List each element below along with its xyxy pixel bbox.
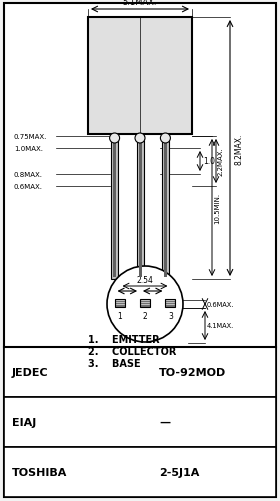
Text: TOSHIBA: TOSHIBA (12, 467, 67, 477)
Text: 2.54: 2.54 (137, 276, 153, 285)
Text: 0.8MAX.: 0.8MAX. (14, 172, 43, 178)
Text: 1: 1 (117, 312, 122, 320)
Bar (162, 135, 169, 280)
Bar (113, 143, 116, 278)
Bar (165, 300, 175, 308)
Text: 10.5MIN.: 10.5MIN. (214, 192, 220, 223)
Text: 0.6MAX.: 0.6MAX. (14, 184, 43, 189)
Text: 2.2MAX.: 2.2MAX. (218, 147, 224, 176)
Bar (115, 300, 125, 308)
Text: —: — (159, 417, 170, 427)
Text: 2-5J1A: 2-5J1A (159, 467, 199, 477)
Bar (4, 397, 276, 447)
Text: 3: 3 (168, 312, 173, 320)
Text: JEDEC: JEDEC (12, 367, 49, 377)
Text: 0.75MAX.: 0.75MAX. (14, 134, 47, 140)
Text: 5.1MAX.: 5.1MAX. (123, 0, 157, 7)
Text: 4.1MAX.: 4.1MAX. (207, 323, 234, 329)
Bar (137, 135, 143, 280)
Bar (139, 143, 141, 278)
Text: EIAJ: EIAJ (12, 417, 36, 427)
Text: 1.27: 1.27 (119, 295, 136, 304)
Text: 1.    EMITTER: 1. EMITTER (88, 334, 160, 344)
Circle shape (109, 134, 120, 144)
Bar (111, 135, 118, 280)
Bar (4, 347, 276, 397)
Bar (164, 143, 167, 278)
Circle shape (160, 134, 171, 144)
Circle shape (135, 134, 145, 144)
Text: 0.6MAX.: 0.6MAX. (207, 302, 234, 308)
Text: 2: 2 (143, 312, 147, 320)
Text: 8.2MAX.: 8.2MAX. (234, 133, 243, 164)
Text: 3.    BASE: 3. BASE (88, 358, 141, 368)
Text: 1.27: 1.27 (144, 295, 161, 304)
Circle shape (107, 267, 183, 342)
Text: TO-92MOD: TO-92MOD (159, 367, 226, 377)
Text: 1.0: 1.0 (203, 157, 215, 166)
Bar (88, 18, 192, 135)
Text: 1.0MAX.: 1.0MAX. (14, 146, 43, 152)
Text: 2.    COLLECTOR: 2. COLLECTOR (88, 346, 176, 356)
Bar (140, 300, 150, 308)
Bar (4, 447, 276, 497)
